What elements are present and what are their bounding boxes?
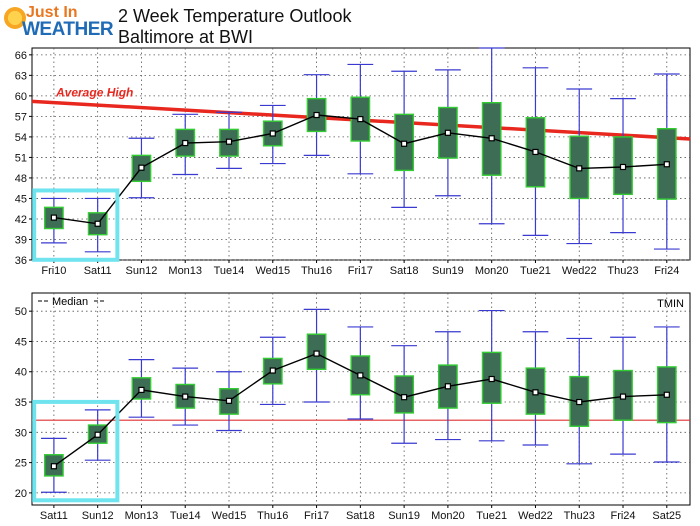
x-tick-label: Sat25 [652,510,681,522]
y-tick-label: 45 [15,193,27,205]
median-point [576,398,583,406]
median-point [50,463,57,470]
median-point [313,350,320,357]
page-subtitle: Baltimore at BWI [118,27,254,47]
y-tick-label: 51 [15,152,27,164]
median-point [619,163,627,171]
x-tick-label: Sat11 [40,510,68,522]
median-point [138,386,145,394]
x-tick-label: Fri24 [610,510,635,522]
x-tick-label: Tue21 [476,510,507,522]
plot-frame [31,47,691,261]
median-point [444,129,452,136]
x-tick-label: Sun19 [432,265,464,277]
median-point [225,397,233,404]
x-tick-label: Wed15 [255,265,290,277]
median-point [94,220,101,227]
y-tick-label: 63 [15,70,27,82]
median-point [357,116,364,123]
median-point [182,139,189,147]
median-point [663,391,670,398]
just-in-weather-logo: Just In WEATHER [4,4,114,44]
x-tick-label: Tue14 [214,265,245,277]
x-tick-label: Tue14 [170,510,201,522]
median-point [576,165,583,172]
median-point [532,148,539,156]
y-tick-label: 20 [15,488,27,500]
x-tick-label: Sun19 [388,510,420,522]
median-point [401,394,408,401]
x-tick-label: Thu23 [607,265,638,277]
x-tick-label: Fri10 [41,265,66,277]
median-point [50,214,57,221]
median-point [619,393,627,400]
y-tick-label: 42 [15,214,27,226]
median-point [269,130,276,137]
page-title: 2 Week Temperature Outlook [118,6,352,26]
x-tick-label: Sun12 [126,265,158,277]
x-tick-label: Mon20 [475,265,509,277]
median-point [357,372,364,379]
y-tick-label: 48 [15,173,27,185]
average-high-label: Average High [55,85,133,99]
median-point [488,375,495,383]
median-point [444,383,452,390]
y-tick-label: 36 [15,255,27,267]
x-tick-label: Mon13 [168,265,202,277]
x-tick-label: Mon13 [125,510,159,522]
y-tick-label: 45 [15,336,27,348]
logo-line-1: Just In [26,4,78,21]
x-tick-label: Sat18 [390,265,419,277]
median-point [138,164,145,171]
median-point [182,393,189,400]
x-tick-label: Fri17 [304,510,329,522]
median-point [663,161,670,168]
logo-line-2: WEATHER [22,19,114,40]
x-tick-label: Wed15 [212,510,247,522]
header: Just In WEATHER 2 Week Temperature Outlo… [0,0,700,48]
median-point [313,111,320,119]
panel-2: 20 25 30 35 40 45 50 Sat11 Sun12 Mon13 Tue14 Wed15 T… [15,292,691,522]
x-tick-label: Thu23 [564,510,595,522]
y-tick-label: 66 [15,50,27,62]
sun-icon [4,7,26,29]
highlight-box [32,188,120,262]
x-tick-label: Fri17 [348,265,373,277]
y-tick-label: 25 [15,458,27,470]
median-point [94,431,101,438]
panel-1: 36 39 42 45 48 51 54 57 60 63 66 Fri10 Sat11 Sun12 Mon… [15,47,691,277]
y-tick-label: 54 [15,132,27,144]
y-tick-label: 60 [15,91,27,103]
x-tick-label: Sun12 [82,510,114,522]
y-tick-label: 30 [15,427,27,439]
legend-median-label: Median [52,296,88,308]
x-tick-label: Thu16 [257,510,288,522]
median-point [269,367,276,374]
x-tick-label: Sat18 [346,510,375,522]
highlight-box [32,399,120,503]
median-point [225,138,233,145]
x-tick-label: Mon20 [431,510,465,522]
y-tick-label: 57 [15,111,27,123]
median-point [532,389,539,396]
x-tick-label: Wed22 [518,510,553,522]
series-label-tmin: TMIN [657,298,684,310]
y-tick-label: 35 [15,397,27,409]
y-tick-label: 40 [15,367,27,379]
median-point [488,135,495,142]
y-tick-label: 50 [15,306,27,318]
x-tick-label: Sat11 [84,265,112,277]
plot-frame [31,292,691,506]
y-tick-label: 39 [15,234,27,246]
median-point [401,140,408,147]
x-tick-label: Fri24 [654,265,679,277]
x-tick-label: Wed22 [562,265,597,277]
x-tick-label: Tue21 [520,265,551,277]
x-tick-label: Thu16 [301,265,332,277]
